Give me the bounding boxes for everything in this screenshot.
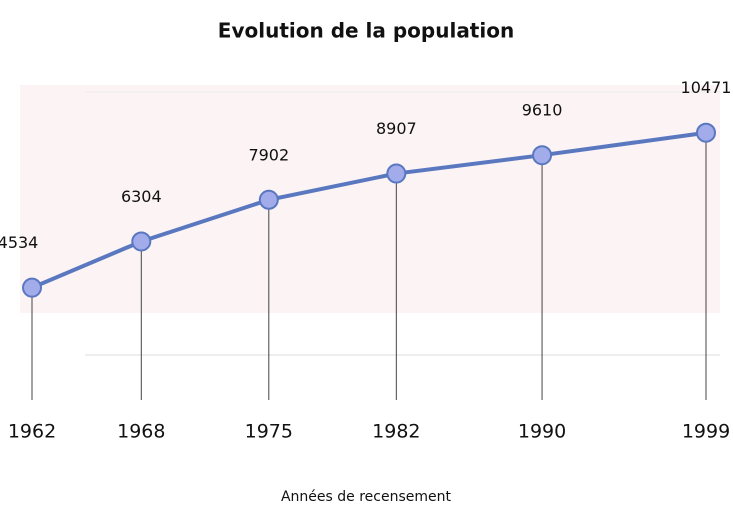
data-point xyxy=(696,122,716,143)
x-tick-label: 1990 xyxy=(518,421,566,443)
x-axis-label: Années de recensement xyxy=(281,489,452,505)
data-point xyxy=(532,145,553,166)
data-label: 4534 xyxy=(0,233,38,252)
x-tick-label: 1999 xyxy=(682,421,730,443)
data-label: 7902 xyxy=(248,145,289,164)
x-tick-label: 1968 xyxy=(117,421,165,443)
series-line xyxy=(31,130,707,290)
data-label: 10471 xyxy=(681,78,732,97)
data-point xyxy=(131,231,152,252)
data-label: 9610 xyxy=(522,101,563,120)
data-point xyxy=(258,189,279,210)
x-tick-label: 1962 xyxy=(8,421,56,443)
data-label: 8907 xyxy=(376,119,417,138)
chart-title: Evolution de la population xyxy=(218,19,514,43)
x-tick-label: 1975 xyxy=(245,421,293,443)
data-point xyxy=(22,277,42,298)
plot-background xyxy=(20,85,720,313)
data-point xyxy=(386,163,407,184)
x-tick-label: 1982 xyxy=(372,421,420,443)
data-label: 6304 xyxy=(121,187,162,206)
